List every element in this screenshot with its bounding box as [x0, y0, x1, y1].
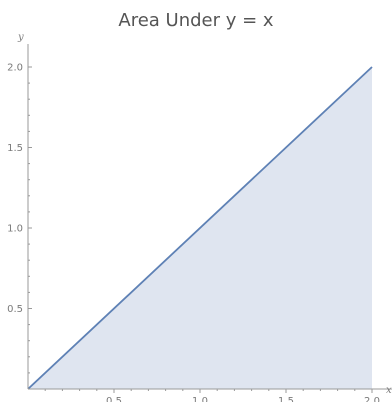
y-tick-label: 2.0 — [7, 63, 23, 74]
y-tick-label: 1.5 — [7, 143, 23, 154]
y-tick-label: 0.5 — [7, 304, 23, 315]
x-tick-label: 1.5 — [278, 396, 294, 402]
x-axis-label: x — [386, 385, 392, 396]
chart-title: Area Under y = x — [118, 10, 274, 31]
series-line — [27, 66, 373, 390]
x-tick-label: 0.5 — [106, 396, 122, 402]
x-tick-label: 1.0 — [192, 396, 208, 402]
x-tick-label: 2.0 — [364, 396, 380, 402]
y-axis-label: y — [17, 32, 24, 43]
y-tick-label: 1.0 — [7, 224, 23, 235]
